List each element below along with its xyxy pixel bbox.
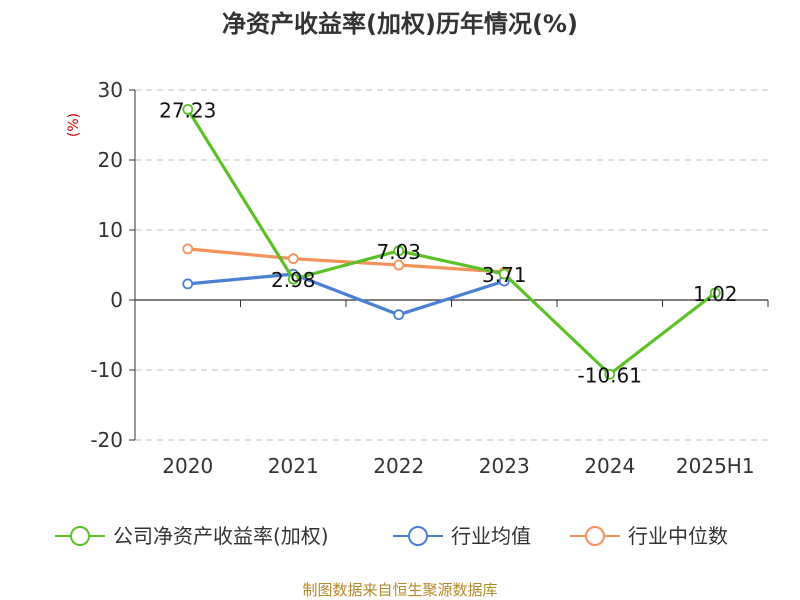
y-tick-label: 20 [98, 148, 123, 172]
data-label: 1.02 [693, 282, 738, 306]
y-tick-label: -20 [90, 428, 123, 452]
x-tick-label: 2025H1 [676, 454, 755, 478]
legend-marker [70, 526, 90, 546]
legend-label: 行业中位数 [628, 524, 728, 548]
y-tick-label: 30 [98, 78, 123, 102]
x-tick-label: 2020 [162, 454, 213, 478]
x-tick-label: 2021 [268, 454, 319, 478]
grid-lines [135, 89, 768, 441]
series-group [182, 103, 721, 380]
source-note: 制图数据来自恒生聚源数据库 [302, 581, 497, 599]
data-label: 2.98 [271, 268, 316, 292]
data-point-0 [287, 273, 299, 285]
data-point-0 [498, 268, 510, 280]
legend-marker [408, 526, 428, 546]
data-label: -10.61 [578, 363, 642, 387]
legend-label: 公司净资产收益率(加权) [113, 524, 329, 548]
x-tick-label: 2023 [479, 454, 530, 478]
data-point-2 [287, 253, 299, 265]
series-line-1 [187, 272, 505, 317]
data-point-0 [182, 103, 194, 115]
data-label: 7.03 [376, 240, 421, 264]
x-tick-label: 2024 [584, 454, 635, 478]
data-labels: 27.23 2.98 7.03 3.71 -10.61 1.02 [159, 98, 737, 387]
y-tick-label: 0 [110, 288, 123, 312]
legend-label: 行业均值 [451, 524, 531, 548]
y-axis-label: (%) [66, 113, 82, 137]
y-tick-label: 10 [98, 218, 123, 242]
data-point-1 [182, 278, 194, 290]
data-point-0 [709, 287, 721, 299]
y-tick-label: -10 [90, 358, 123, 382]
data-label: 27.23 [159, 98, 216, 122]
data-point-2 [393, 259, 405, 271]
data-point-1 [393, 309, 405, 321]
legend-marker [585, 526, 605, 546]
data-point-0 [393, 245, 405, 257]
data-point-2 [182, 243, 194, 255]
chart-title: 净资产收益率(加权)历年情况(%) [222, 10, 578, 38]
data-label: 3.71 [482, 263, 527, 287]
x-tick-label: 2022 [373, 454, 424, 478]
series-line-0 [186, 108, 717, 376]
series-line-2 [187, 247, 505, 274]
legend: 公司净资产收益率(加权) 行业均值 行业中位数 [55, 524, 728, 548]
data-point-0 [604, 368, 616, 380]
axes: 30 20 10 0 -10 -20 2020 2021 2022 2023 2024 2025H1 [90, 78, 769, 478]
